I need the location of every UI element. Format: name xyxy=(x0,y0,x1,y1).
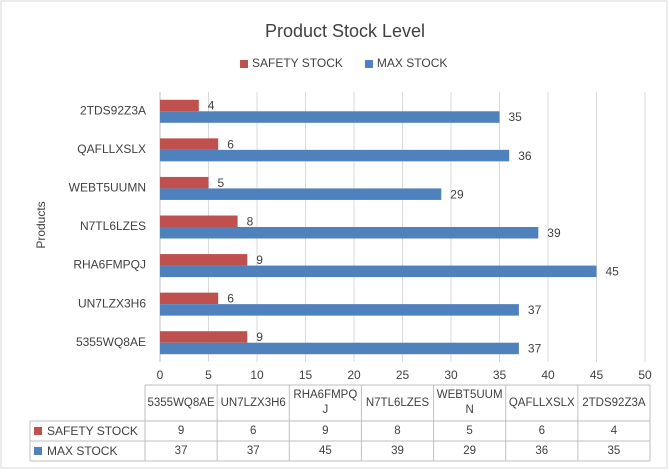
data-label: 5 xyxy=(218,176,225,190)
table-swatch xyxy=(34,427,42,435)
bar xyxy=(160,176,209,189)
data-label: 39 xyxy=(547,226,561,240)
table-cell: 37 xyxy=(246,444,260,457)
bar xyxy=(160,331,248,343)
legend-label: SAFETY STOCK xyxy=(252,56,343,70)
data-label: 8 xyxy=(247,214,254,228)
data-label: 9 xyxy=(256,330,263,344)
y-tick-label: QAFLLXSLX xyxy=(77,142,146,156)
y-tick-label: 2TDS92Z3A xyxy=(80,103,146,117)
data-label: 6 xyxy=(227,137,234,151)
bar xyxy=(160,304,519,316)
x-tick-label: 30 xyxy=(444,368,458,382)
y-tick-label: RHA6FMPQJ xyxy=(73,258,146,272)
table-header: RHA6FMPQJ xyxy=(293,389,358,416)
table-cell: 9 xyxy=(177,424,185,437)
x-tick-label: 50 xyxy=(638,368,652,382)
data-label: 6 xyxy=(227,292,234,306)
legend-swatch xyxy=(364,60,373,68)
bar xyxy=(160,292,219,305)
x-tick-label: 0 xyxy=(157,368,164,382)
data-label: 37 xyxy=(528,342,542,356)
table-swatch xyxy=(34,447,42,455)
table-cell: 45 xyxy=(318,444,332,457)
bar xyxy=(160,342,519,355)
data-label: 29 xyxy=(450,187,464,201)
table-header: 2TDS92Z3A xyxy=(582,396,646,409)
table-cell: 39 xyxy=(391,444,404,457)
table-header: 5355WQ8AE xyxy=(147,396,215,409)
table-cell: 37 xyxy=(174,444,188,457)
table-series-label: SAFETY STOCK xyxy=(47,424,138,438)
table-header: UN7LZX3H6 xyxy=(220,396,286,409)
y-tick-label: N7TL6LZES xyxy=(80,219,146,233)
table-series-label: MAX STOCK xyxy=(47,444,117,458)
table-cell: 29 xyxy=(463,444,477,457)
bar xyxy=(160,188,442,200)
y-tick-label: UN7LZX3H6 xyxy=(78,296,146,310)
data-label: 4 xyxy=(208,99,215,113)
legend-swatch xyxy=(240,60,248,68)
bar xyxy=(160,215,238,227)
y-tick-label: WEBT5UUMN xyxy=(69,181,146,195)
table-header: WEBT5UUMN xyxy=(436,389,503,416)
table-cell: 4 xyxy=(610,424,618,437)
table-cell: 5 xyxy=(466,424,473,437)
table-header: QAFLLXSLX xyxy=(508,396,575,409)
bar xyxy=(160,227,539,239)
table-header: 2TDS92Z3A xyxy=(582,396,646,409)
table-cell: 6 xyxy=(250,424,257,437)
data-label: 36 xyxy=(518,149,532,163)
chart-title: Product Stock Level xyxy=(265,21,425,41)
x-tick-label: 25 xyxy=(396,368,410,382)
table-header: N7TL6LZES xyxy=(365,396,430,409)
bar xyxy=(160,99,199,112)
table-cell: 6 xyxy=(538,424,545,437)
data-label: 9 xyxy=(256,253,263,267)
table-cell: 45 xyxy=(318,444,332,457)
bar xyxy=(160,138,219,150)
bar xyxy=(160,149,510,162)
bar xyxy=(160,265,597,278)
table-cell: 9 xyxy=(322,424,329,437)
x-tick-label: 45 xyxy=(590,368,604,382)
x-tick-label: 35 xyxy=(493,368,507,382)
bar xyxy=(160,111,500,123)
x-tick-label: 15 xyxy=(299,368,313,382)
x-tick-label: 40 xyxy=(541,368,555,382)
table-header: QAFLLXSLX xyxy=(508,396,575,409)
y-tick-label: 5355WQ8AE xyxy=(76,335,146,349)
table-header: UN7LZX3H6 xyxy=(220,396,286,409)
table-cell: 39 xyxy=(391,444,404,457)
bar xyxy=(160,254,248,266)
table-cell: 6 xyxy=(538,424,545,437)
table-cell: 5 xyxy=(466,424,473,437)
legend-label: MAX STOCK xyxy=(377,56,447,70)
table-cell: 6 xyxy=(250,424,257,437)
x-tick-label: 20 xyxy=(347,368,361,382)
table-cell: 36 xyxy=(535,444,549,457)
table-cell: 9 xyxy=(322,424,329,437)
data-label: 37 xyxy=(528,303,542,317)
table-cell: 4 xyxy=(610,424,618,437)
x-tick-label: 10 xyxy=(250,368,264,382)
table-cell: 8 xyxy=(394,424,401,437)
table-cell: 35 xyxy=(607,444,621,457)
data-label: 35 xyxy=(509,110,523,124)
table-header: 5355WQ8AE xyxy=(147,396,215,409)
table-cell: 35 xyxy=(607,444,621,457)
table-cell: 36 xyxy=(535,444,549,457)
y-axis-label: Products xyxy=(34,201,48,248)
data-label: 45 xyxy=(606,264,620,278)
table-cell: 37 xyxy=(174,444,188,457)
table-cell: 8 xyxy=(394,424,401,437)
x-tick-label: 5 xyxy=(205,368,212,382)
table-cell: 37 xyxy=(246,444,260,457)
table-header: N7TL6LZES xyxy=(365,396,430,409)
table-header: WEBT5UUMN xyxy=(436,389,503,416)
table-header: RHA6FMPQJ xyxy=(293,389,358,416)
table-cell: 29 xyxy=(463,444,477,457)
table-cell: 9 xyxy=(177,424,185,437)
